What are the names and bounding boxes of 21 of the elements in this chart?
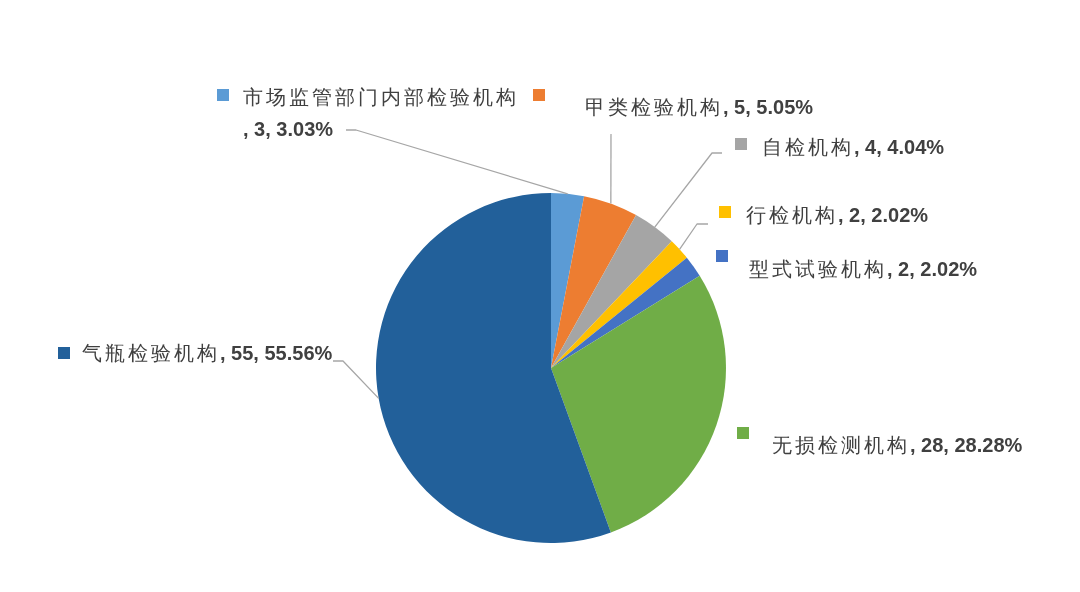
pie-slice — [551, 193, 585, 368]
data-label: , 4, 4.04% — [854, 136, 945, 158]
data-label: , 2, 2.02% — [887, 258, 978, 280]
legend-label: 甲类检验机构 — [585, 96, 723, 118]
legend-label: 无损检测机构 — [772, 434, 910, 456]
data-label: , 5, 5.05% — [723, 96, 814, 118]
legend-label: 型式试验机构 — [749, 258, 887, 280]
pie-slice — [551, 257, 700, 368]
legend-label: 气瓶检验机构 — [82, 342, 220, 364]
legend-label: 自检机构 — [762, 136, 854, 158]
legend-label: 市场监管部门内部检验机构 — [243, 86, 519, 108]
pie-slice — [376, 193, 611, 543]
legend-label: 行检机构 — [746, 204, 838, 226]
pie-slice — [551, 196, 637, 368]
data-label: , 3, 3.03% — [243, 118, 334, 140]
data-label: , 2, 2.02% — [838, 204, 929, 226]
data-label: , 55, 55.56% — [220, 342, 333, 364]
pie-slice — [551, 215, 672, 368]
pie-slice — [551, 275, 726, 533]
pie-slice — [551, 241, 687, 368]
data-label: , 28, 28.28% — [910, 434, 1023, 456]
